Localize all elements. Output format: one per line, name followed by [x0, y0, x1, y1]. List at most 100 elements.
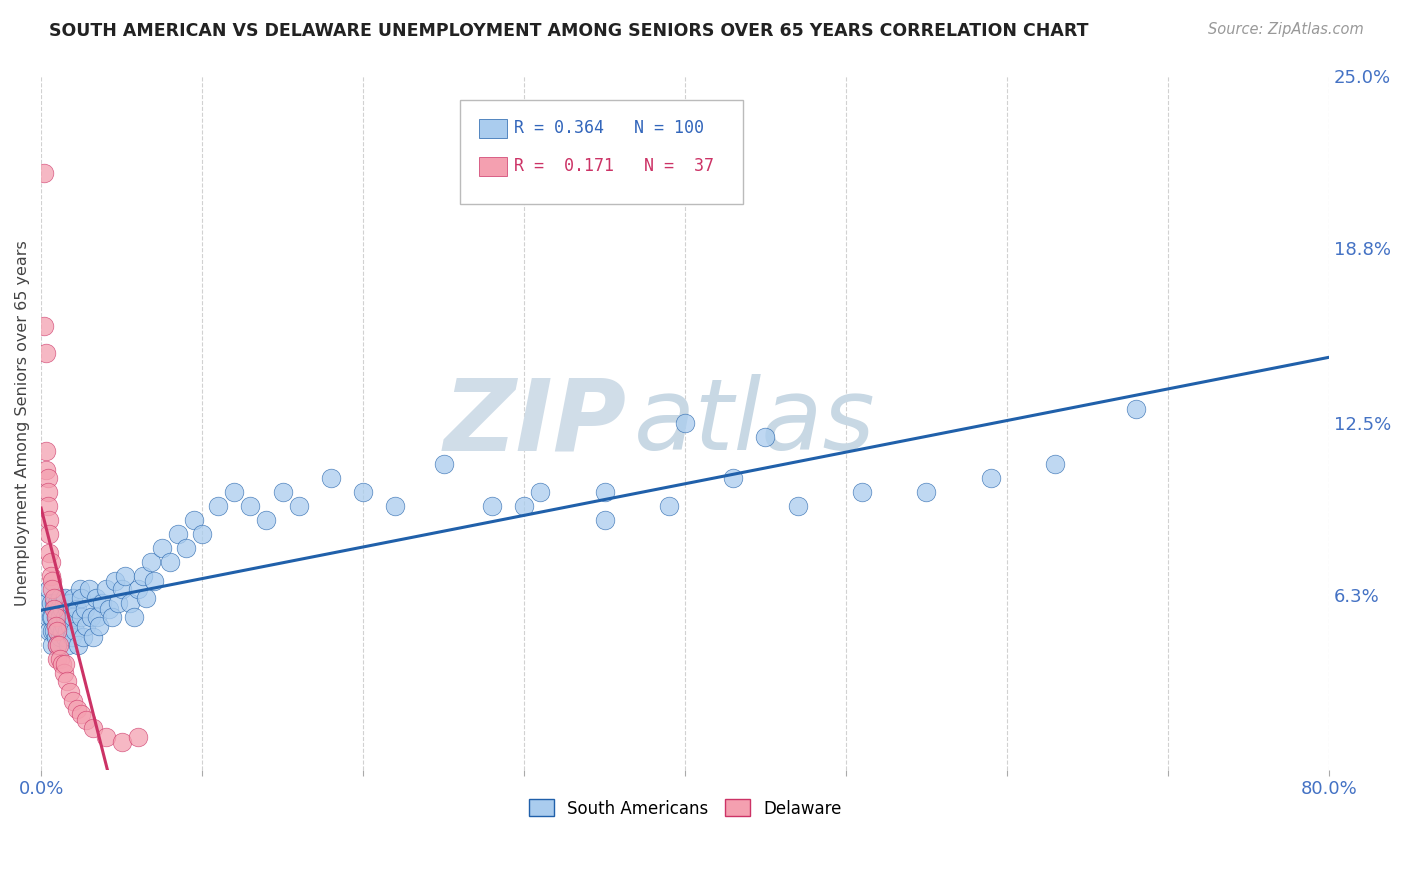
- Point: [135, 591, 157, 605]
- Point: [56, 674, 79, 689]
- Point: [58, 638, 80, 652]
- Point: [35, 463, 58, 477]
- Point: [124, 610, 146, 624]
- Point: [45, 602, 67, 616]
- Point: [87, 618, 110, 632]
- Point: [46, 610, 69, 624]
- Point: [593, 513, 616, 527]
- Point: [63, 624, 86, 639]
- Point: [658, 499, 681, 513]
- Point: [91, 596, 114, 610]
- Legend: South Americans, Delaware: South Americans, Delaware: [522, 793, 848, 824]
- Point: [97, 602, 120, 616]
- Point: [159, 555, 181, 569]
- Point: [786, 499, 808, 513]
- Point: [114, 568, 136, 582]
- Text: R =  0.171   N =  37: R = 0.171 N = 37: [513, 158, 714, 176]
- Point: [673, 416, 696, 430]
- Text: SOUTH AMERICAN VS DELAWARE UNEMPLOYMENT AMONG SENIORS OVER 65 YEARS CORRELATION : SOUTH AMERICAN VS DELAWARE UNEMPLOYMENT …: [49, 22, 1088, 40]
- Point: [1045, 458, 1067, 472]
- Point: [352, 485, 374, 500]
- Point: [67, 638, 90, 652]
- Point: [59, 618, 82, 632]
- Point: [127, 582, 149, 597]
- Point: [39, 610, 62, 624]
- Point: [53, 610, 76, 624]
- Point: [46, 652, 69, 666]
- Point: [46, 596, 69, 610]
- Point: [127, 730, 149, 744]
- Point: [207, 499, 229, 513]
- Point: [73, 602, 96, 616]
- Point: [48, 618, 70, 632]
- Point: [52, 618, 75, 632]
- Point: [110, 582, 132, 597]
- Point: [86, 610, 108, 624]
- Point: [49, 652, 72, 666]
- Point: [45, 610, 67, 624]
- Point: [65, 702, 87, 716]
- Point: [52, 665, 75, 680]
- Point: [49, 630, 72, 644]
- Point: [80, 610, 103, 624]
- Point: [481, 499, 503, 513]
- Text: atlas: atlas: [634, 375, 875, 471]
- Point: [41, 610, 63, 624]
- Point: [174, 541, 197, 555]
- Point: [46, 638, 69, 652]
- Point: [42, 602, 65, 616]
- Point: [35, 346, 58, 360]
- Point: [224, 485, 246, 500]
- Point: [48, 602, 70, 616]
- Point: [38, 546, 60, 560]
- Point: [46, 624, 69, 639]
- Point: [70, 610, 93, 624]
- Point: [723, 471, 745, 485]
- Point: [851, 485, 873, 500]
- Point: [142, 574, 165, 588]
- Text: Source: ZipAtlas.com: Source: ZipAtlas.com: [1208, 22, 1364, 37]
- Point: [37, 471, 59, 485]
- Text: ZIP: ZIP: [444, 375, 627, 471]
- Point: [53, 591, 76, 605]
- Point: [45, 618, 67, 632]
- Point: [37, 499, 59, 513]
- Point: [65, 602, 87, 616]
- Point: [72, 630, 94, 644]
- Point: [38, 582, 60, 597]
- Point: [48, 638, 70, 652]
- Point: [167, 527, 190, 541]
- Point: [432, 458, 454, 472]
- FancyBboxPatch shape: [460, 100, 742, 204]
- Point: [42, 624, 65, 639]
- Point: [1125, 401, 1147, 416]
- Point: [319, 471, 342, 485]
- Point: [62, 591, 84, 605]
- Point: [287, 499, 309, 513]
- Point: [49, 610, 72, 624]
- Point: [59, 685, 82, 699]
- Text: R = 0.364   N = 100: R = 0.364 N = 100: [513, 120, 704, 137]
- Point: [529, 485, 551, 500]
- Point: [39, 568, 62, 582]
- Point: [110, 735, 132, 749]
- Point: [38, 624, 60, 639]
- Point: [53, 630, 76, 644]
- Point: [45, 610, 67, 624]
- Point: [256, 513, 278, 527]
- Point: [754, 430, 776, 444]
- Point: [35, 443, 58, 458]
- Point: [39, 596, 62, 610]
- Point: [84, 591, 107, 605]
- Point: [384, 499, 406, 513]
- Point: [94, 730, 117, 744]
- Point: [56, 624, 79, 639]
- Point: [191, 527, 214, 541]
- Point: [41, 582, 63, 597]
- Point: [118, 596, 141, 610]
- Point: [94, 582, 117, 597]
- Y-axis label: Unemployment Among Seniors over 65 years: Unemployment Among Seniors over 65 years: [15, 240, 30, 606]
- Point: [45, 630, 67, 644]
- Point: [41, 638, 63, 652]
- Point: [79, 582, 101, 597]
